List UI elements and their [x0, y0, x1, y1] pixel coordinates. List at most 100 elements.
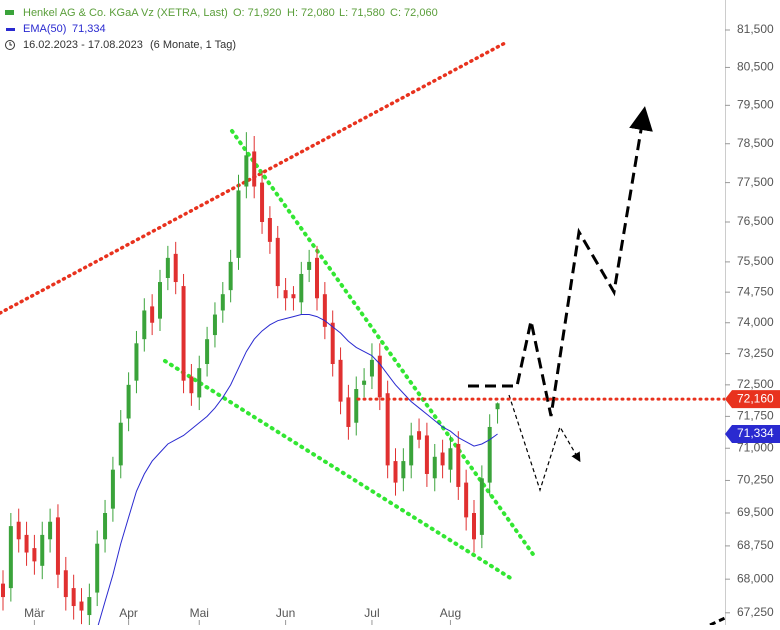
- candle-body: [24, 534, 29, 553]
- projection: [508, 394, 581, 492]
- candle-body: [322, 294, 327, 327]
- candle-body: [110, 469, 115, 509]
- candle-body: [456, 443, 461, 487]
- y-tick-label: 77,500: [737, 175, 774, 189]
- candle-body: [432, 456, 437, 479]
- y-tick-label: 78,500: [737, 136, 774, 150]
- candle-body: [103, 513, 108, 540]
- candle-body: [165, 257, 170, 278]
- candle-body: [40, 534, 45, 566]
- candle-body: [472, 513, 476, 540]
- candle-body: [87, 597, 92, 616]
- candle-body: [16, 521, 21, 540]
- candle-body: [55, 517, 60, 575]
- y-tick-label: 74,750: [737, 284, 774, 298]
- y-tick-label: 79,500: [737, 98, 774, 112]
- candle-body: [377, 355, 382, 398]
- legend-label: EMA(50): [23, 23, 66, 35]
- level-tag-bg: [725, 390, 780, 409]
- x-tick-label: Mai: [190, 606, 209, 620]
- candle-body: [236, 190, 241, 258]
- y-tick-label: 76,500: [737, 214, 774, 228]
- quote: L: 71,580: [339, 7, 385, 19]
- candle-body: [134, 343, 139, 381]
- y-tick-label: 81,500: [737, 22, 774, 36]
- legend-icon: [6, 28, 15, 31]
- candle-body: [228, 261, 233, 291]
- candle-body: [424, 435, 429, 474]
- candle-body: [362, 380, 367, 385]
- candle-body: [369, 359, 374, 377]
- candle-body: [409, 435, 414, 466]
- quote: O: 71,920: [233, 7, 281, 19]
- candle-body: [338, 359, 343, 402]
- x-tick-label: Jun: [276, 606, 295, 620]
- candle-body: [220, 294, 225, 311]
- clock-icon: [9, 42, 12, 46]
- candle-body: [158, 282, 162, 319]
- candle-body: [448, 448, 453, 470]
- candle-body: [393, 461, 398, 483]
- candle-body: [71, 588, 76, 607]
- candle-body: [95, 543, 100, 593]
- y-tick-label: 71,750: [737, 409, 774, 423]
- y-tick-label: 74,000: [737, 315, 774, 329]
- legend-icon: [5, 10, 14, 15]
- candle-body: [275, 237, 280, 287]
- candle-body: [464, 482, 469, 518]
- candle-body: [63, 570, 68, 598]
- period: 16.02.2023 - 17.08.2023: [23, 39, 143, 51]
- candle-body: [283, 290, 288, 299]
- y-tick-label: 75,500: [737, 254, 774, 268]
- ema-tag: 71,334: [737, 426, 774, 440]
- candle-body: [150, 306, 155, 323]
- y-tick-label: 69,500: [737, 505, 774, 519]
- candle-body: [205, 339, 210, 365]
- candle-body: [244, 155, 249, 187]
- candle-body: [315, 257, 319, 299]
- candle-body: [299, 273, 304, 303]
- candle-body: [479, 478, 484, 535]
- candle-body: [495, 403, 500, 410]
- x-tick-label: Jul: [364, 606, 379, 620]
- clock-icon: [5, 40, 15, 50]
- candle-body: [401, 461, 406, 479]
- y-tick-label: 80,500: [737, 60, 774, 74]
- candle-body: [385, 393, 390, 466]
- x-tick-label: Mär: [24, 606, 45, 620]
- candle-body: [142, 310, 147, 340]
- level-tag: 72,160: [737, 391, 774, 405]
- candle-body: [260, 182, 265, 222]
- candle-body: [1, 583, 5, 598]
- candle-body: [330, 322, 335, 365]
- candle-body: [118, 422, 123, 466]
- candle-body: [48, 521, 53, 540]
- candle-body: [8, 526, 13, 589]
- candle-body: [189, 376, 194, 394]
- y-tick-label: 68,000: [737, 571, 774, 585]
- candle-body: [32, 548, 37, 562]
- candle-body: [197, 368, 202, 398]
- candle-body: [173, 253, 178, 283]
- candle-body: [487, 426, 492, 483]
- projection: [468, 106, 653, 417]
- period-note: (6 Monate, 1 Tag): [150, 39, 236, 51]
- candle-body: [126, 384, 131, 419]
- candle-body: [212, 314, 217, 336]
- candle-body: [307, 261, 312, 270]
- y-tick-label: 72,500: [737, 377, 774, 391]
- ema-tag-bg: [725, 425, 780, 444]
- candle-body: [79, 601, 84, 611]
- trend-line: [230, 129, 537, 559]
- candle-body: [181, 286, 186, 381]
- candle-body: [291, 294, 296, 299]
- title: Henkel AG & Co. KGaA Vz (XETRA, Last): [23, 7, 228, 19]
- candle-body: [267, 218, 272, 242]
- ema-line: [97, 314, 498, 625]
- quote: C: 72,060: [390, 7, 438, 19]
- y-tick-label: 71,000: [737, 440, 774, 454]
- candle-body: [346, 397, 351, 427]
- candle-body: [354, 389, 359, 423]
- x-tick-label: Apr: [119, 606, 138, 620]
